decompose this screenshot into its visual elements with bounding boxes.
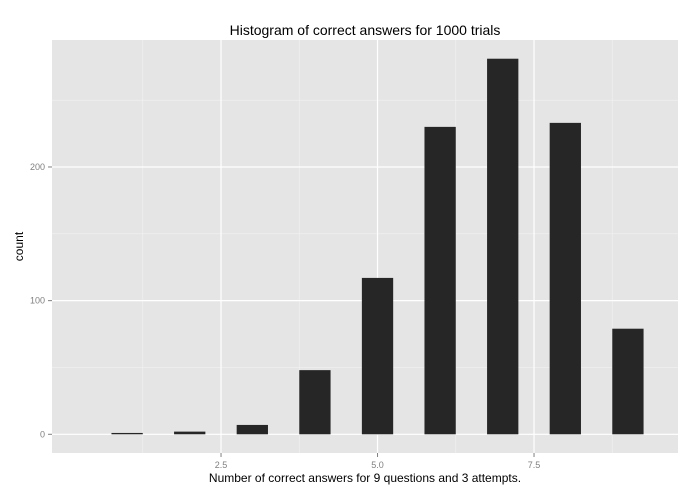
histogram-bar — [236, 424, 268, 435]
y-tick-label: 200 — [30, 162, 45, 172]
histogram-bar — [612, 328, 644, 435]
y-tick-label: 0 — [40, 429, 45, 439]
x-axis-title: Number of correct answers for 9 question… — [209, 471, 521, 485]
x-tick-label: 5.0 — [371, 460, 384, 470]
histogram-bar — [487, 58, 519, 435]
histogram-bar — [424, 126, 456, 435]
histogram-bar — [299, 370, 331, 435]
y-axis-title: count — [12, 231, 26, 261]
bars — [111, 58, 644, 435]
y-tick-label: 100 — [30, 296, 45, 306]
histogram-bar — [111, 432, 143, 435]
chart-title: Histogram of correct answers for 1000 tr… — [230, 22, 501, 38]
x-tick-label: 2.5 — [215, 460, 228, 470]
x-tick-label: 7.5 — [528, 460, 541, 470]
histogram-bar — [174, 431, 206, 435]
axis-ticks: 2.5 5.0 7.5 0 100 200 — [30, 162, 540, 470]
histogram-bar — [361, 277, 394, 435]
histogram-bar — [549, 122, 581, 435]
